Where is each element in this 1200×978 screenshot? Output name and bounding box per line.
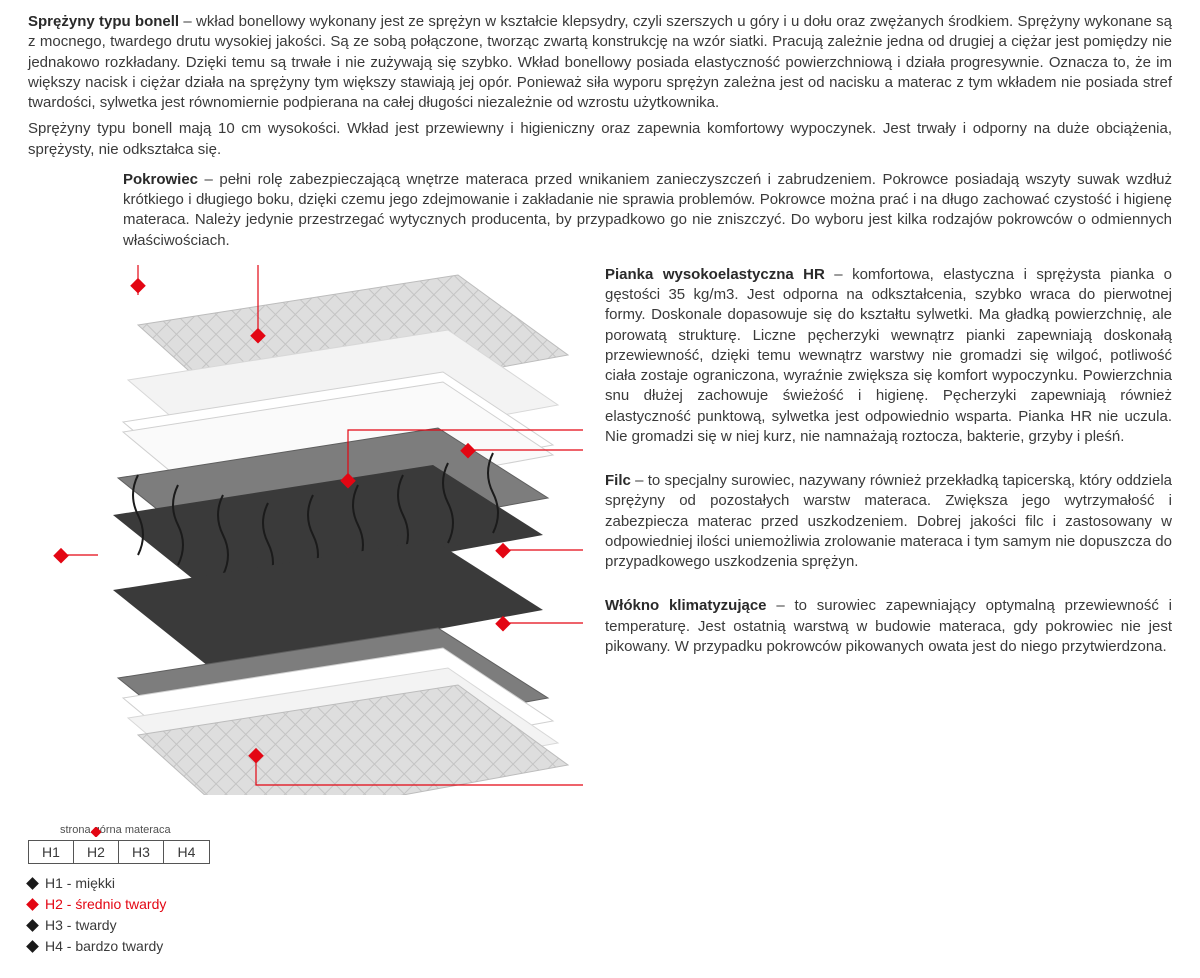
hardness-cell-label: H4 [178, 844, 196, 860]
pokrowiec-paragraph: Pokrowiec – pełni rolę zabezpieczającą w… [28, 170, 1172, 251]
pokrowiec-title: Pokrowiec [123, 171, 198, 188]
diamond-icon [26, 940, 39, 953]
hardness-cell-h2: H2 [74, 841, 119, 864]
bonell-paragraph-1: Sprężyny typu bonell – wkład bonellowy w… [28, 12, 1172, 113]
hardness-selected-marker [91, 823, 101, 842]
legend-item-h4: H4 - bardzo twardy [28, 937, 1172, 956]
legend-item-h2: H2 - średnio twardy [28, 895, 1172, 914]
hardness-legend: strona górna materaca H1 H2 H3 H4 H1 - m… [28, 823, 1172, 956]
hardness-cell-h3: H3 [119, 841, 164, 864]
pokrowiec-text: – pełni rolę zabezpieczającą wnętrze mat… [123, 171, 1172, 249]
legend-item-h1: H1 - miękki [28, 874, 1172, 893]
legend-item-label: H1 - miękki [45, 874, 115, 893]
legend-top-label: strona górna materaca [60, 823, 1172, 838]
hardness-cell-h4: H4 [164, 841, 209, 864]
mattress-diagram [28, 265, 583, 795]
hardness-cell-h1: H1 [29, 841, 74, 864]
legend-item-label: H2 - średnio twardy [45, 895, 166, 914]
hr-foam-title: Pianka wysokoelastyczna HR [605, 266, 825, 283]
hardness-legend-list: H1 - miękki H2 - średnio twardy H3 - twa… [28, 874, 1172, 956]
filc-title: Filc [605, 472, 631, 489]
legend-item-h3: H3 - twardy [28, 916, 1172, 935]
filc-text: – to specjalny surowiec, nazywany równie… [605, 472, 1172, 570]
filc-block: Filc – to specjalny surowiec, nazywany r… [605, 471, 1172, 572]
hardness-cell-label: H2 [87, 844, 105, 860]
bonell-text-1: – wkład bonellowy wykonany jest ze spręż… [28, 13, 1172, 111]
diagram-and-descriptions: Pianka wysokoelastyczna HR – komfortowa,… [28, 265, 1172, 795]
diamond-icon [26, 898, 39, 911]
mattress-layers-svg [28, 265, 583, 795]
hardness-scale: H1 H2 H3 H4 [28, 840, 210, 865]
diamond-icon [26, 919, 39, 932]
wlokno-title: Włókno klimatyzujące [605, 597, 767, 614]
legend-item-label: H4 - bardzo twardy [45, 937, 163, 956]
bonell-title: Sprężyny typu bonell [28, 13, 179, 30]
hr-foam-block: Pianka wysokoelastyczna HR – komfortowa,… [605, 265, 1172, 447]
hardness-cell-label: H1 [42, 844, 60, 860]
bonell-paragraph-2: Sprężyny typu bonell mają 10 cm wysokośc… [28, 119, 1172, 160]
layer-descriptions: Pianka wysokoelastyczna HR – komfortowa,… [605, 265, 1172, 795]
legend-item-label: H3 - twardy [45, 916, 117, 935]
diamond-icon [26, 878, 39, 891]
hardness-cell-label: H3 [132, 844, 150, 860]
wlokno-block: Włókno klimatyzujące – to surowiec zapew… [605, 596, 1172, 657]
hr-foam-text: – komfortowa, elastyczna i sprężysta pia… [605, 266, 1172, 445]
